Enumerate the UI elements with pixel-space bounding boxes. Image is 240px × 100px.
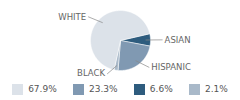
svg-text:WHITE: WHITE [58, 12, 86, 22]
html-text:67.9%: 67.9% [28, 84, 57, 94]
svg-text:HISPANIC: HISPANIC [151, 62, 191, 72]
svg-text:ASIAN: ASIAN [165, 35, 191, 45]
html-text:6.6%: 6.6% [149, 84, 173, 94]
html-text:2.1%: 2.1% [205, 84, 228, 94]
html-text:23.3%: 23.3% [89, 84, 118, 94]
svg-text:BLACK: BLACK [77, 68, 105, 78]
